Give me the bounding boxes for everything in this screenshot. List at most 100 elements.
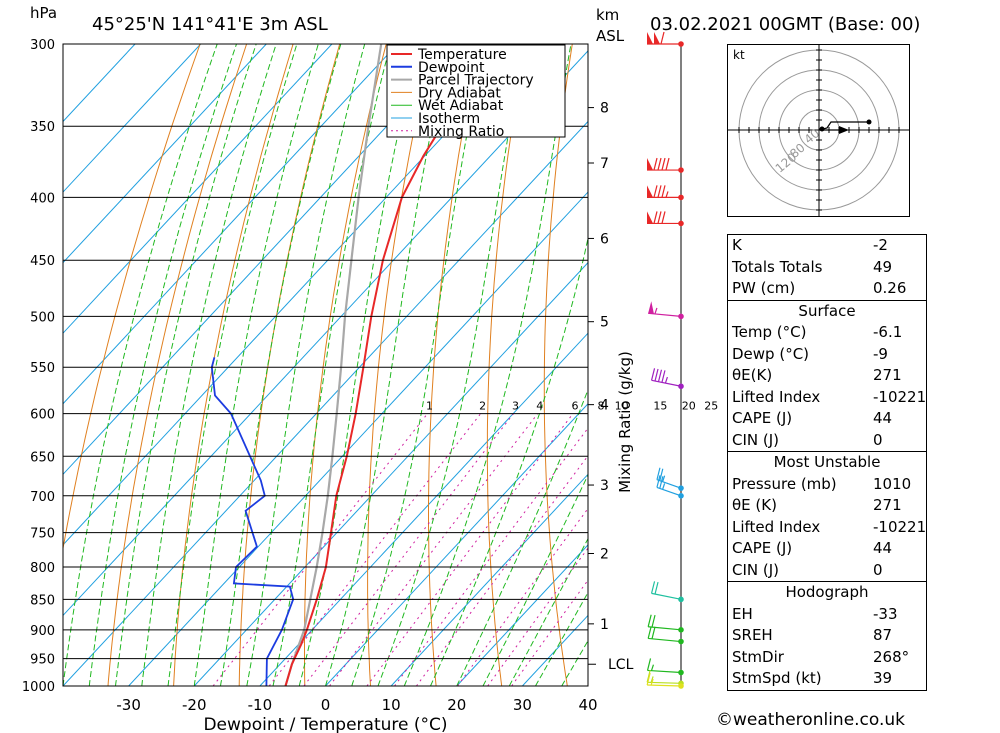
pressure-tick-label: 500 xyxy=(30,310,55,325)
surface-row-key: Dewp (°C) xyxy=(732,344,810,363)
wind-barb-halfflag xyxy=(664,376,668,384)
surface-section-title: Surface xyxy=(728,299,926,323)
km-tick-label: 2 xyxy=(600,547,609,563)
wet-adiabat-line xyxy=(456,388,588,686)
wind-barb-shaft xyxy=(651,592,682,600)
km-tick-label: 6 xyxy=(600,231,609,247)
wind-barb xyxy=(647,211,684,227)
isotherm-line xyxy=(63,44,202,193)
wet-adiabat-line xyxy=(325,44,451,686)
wind-barb-flag xyxy=(647,614,652,627)
wet-adiabat-line xyxy=(351,44,486,686)
pressure-tick-label: 400 xyxy=(30,191,55,206)
mixing-ratio-line xyxy=(366,413,574,686)
wet-adiabat-line xyxy=(115,44,257,686)
mixing-ratio-label: 8 xyxy=(598,400,605,413)
wind-barb xyxy=(647,626,684,645)
surface-row: Lifted Index -10221 xyxy=(728,387,926,409)
wind-barb xyxy=(650,368,684,390)
km-tick-label: 7 xyxy=(600,156,609,172)
index-row-key: Totals Totals xyxy=(732,257,823,276)
wind-barb-flag xyxy=(657,185,662,198)
surface-row-key: θE(K) xyxy=(732,366,773,384)
km-tick-label: 1 xyxy=(600,617,609,633)
wind-barb-shaft xyxy=(647,669,682,674)
wind-barb-flag xyxy=(657,211,662,224)
most-unstable-row-key: CAPE (J) xyxy=(732,539,793,557)
dry-adiabat-line xyxy=(991,44,1000,686)
most-unstable-section-title: Most Unstable xyxy=(728,451,926,474)
mixing-ratio-label: 15 xyxy=(653,400,667,413)
wet-adiabat-line xyxy=(246,44,366,686)
pressure-tick-label: 900 xyxy=(30,624,55,639)
km-tick-label: 3 xyxy=(600,478,609,494)
dry-adiabat-line xyxy=(428,44,480,686)
wind-barb-flag xyxy=(654,368,659,382)
most-unstable-row-key: Lifted Index xyxy=(732,517,821,536)
index-row: PW (cm) 0.26 xyxy=(728,278,926,300)
plot-frame xyxy=(62,43,589,687)
legend-box xyxy=(386,44,566,138)
isotherm-line xyxy=(456,544,588,686)
isotherm-line xyxy=(63,44,464,476)
temperature-tick-label: -30 xyxy=(116,696,141,714)
wind-barb-halfflag xyxy=(662,475,666,482)
most-unstable-row-value: 0 xyxy=(873,560,883,579)
hodograph-row-key: StmSpd (kt) xyxy=(732,669,822,687)
mixing-ratio-label: 25 xyxy=(704,400,718,413)
pressure-unit-label: hPa xyxy=(30,4,57,22)
wet-adiabat-line xyxy=(482,473,588,686)
hodograph-row: SREH 87 xyxy=(728,625,926,647)
hodograph-origin-dot xyxy=(819,126,825,132)
surface-row-key: CIN (J) xyxy=(732,430,780,449)
hodograph-row-value: -33 xyxy=(873,604,898,623)
hodograph-unit-label: kt xyxy=(733,48,745,62)
location-label: 45°25'N 141°41'E 3m ASL xyxy=(92,14,328,35)
surface-row: Dewp (°C) -9 xyxy=(728,344,926,366)
wind-barb-flag xyxy=(653,157,658,171)
copyright-text: ©weatheronline.co.uk xyxy=(716,710,906,730)
pressure-tick-label: 650 xyxy=(30,450,55,465)
mixing-ratio-line xyxy=(303,413,514,686)
wet-adiabat-line xyxy=(193,44,319,686)
surface-row-value: -9 xyxy=(873,344,888,363)
wind-barb-flag xyxy=(656,467,661,480)
index-row-key: K xyxy=(732,236,742,254)
wind-barb-dot xyxy=(678,493,684,499)
most-unstable-row-key: Pressure (mb) xyxy=(732,474,837,493)
pressure-tick-label: 550 xyxy=(30,361,55,376)
most-unstable-row-value: 1010 xyxy=(873,474,912,493)
temperature-tick-label: 30 xyxy=(513,696,532,714)
wind-barb-halfflag xyxy=(654,307,658,315)
temperature-tick-label: 0 xyxy=(321,696,331,714)
wind-barb xyxy=(650,581,684,603)
wind-barb-flag xyxy=(661,157,666,171)
isotherm-line xyxy=(390,473,588,686)
wind-barb-halfflag xyxy=(665,191,669,198)
wet-adiabat-line xyxy=(88,44,237,686)
pressure-tick-label: 350 xyxy=(30,120,55,135)
index-row-value: -2 xyxy=(873,236,888,254)
asl-unit-label: ASL xyxy=(596,27,625,45)
wind-barb-halfflag xyxy=(662,483,666,490)
hodograph-end-dot xyxy=(866,119,872,125)
surface-row: Temp (°C) -6.1 xyxy=(728,322,926,344)
hodograph-row-key: SREH xyxy=(732,626,773,644)
most-unstable-row-value: 271 xyxy=(873,496,902,514)
temperature-tick-label: 40 xyxy=(578,696,597,714)
legend-entry: Isotherm xyxy=(418,111,480,127)
wind-barb-pennant xyxy=(647,185,653,198)
most-unstable-row: CIN (J) 0 xyxy=(728,560,926,582)
isotherm-line xyxy=(63,120,588,686)
wind-barb-flag xyxy=(656,475,661,488)
wind-barb-flag xyxy=(665,157,670,171)
wind-barb-flag xyxy=(650,581,656,594)
mixing-ratio-label: 10 xyxy=(615,400,629,413)
wind-barb-flag xyxy=(653,185,658,198)
most-unstable-row: θE (K) 271 xyxy=(728,495,926,517)
pressure-tick-label: 300 xyxy=(30,38,55,53)
wind-barb-halfflag xyxy=(650,676,654,683)
